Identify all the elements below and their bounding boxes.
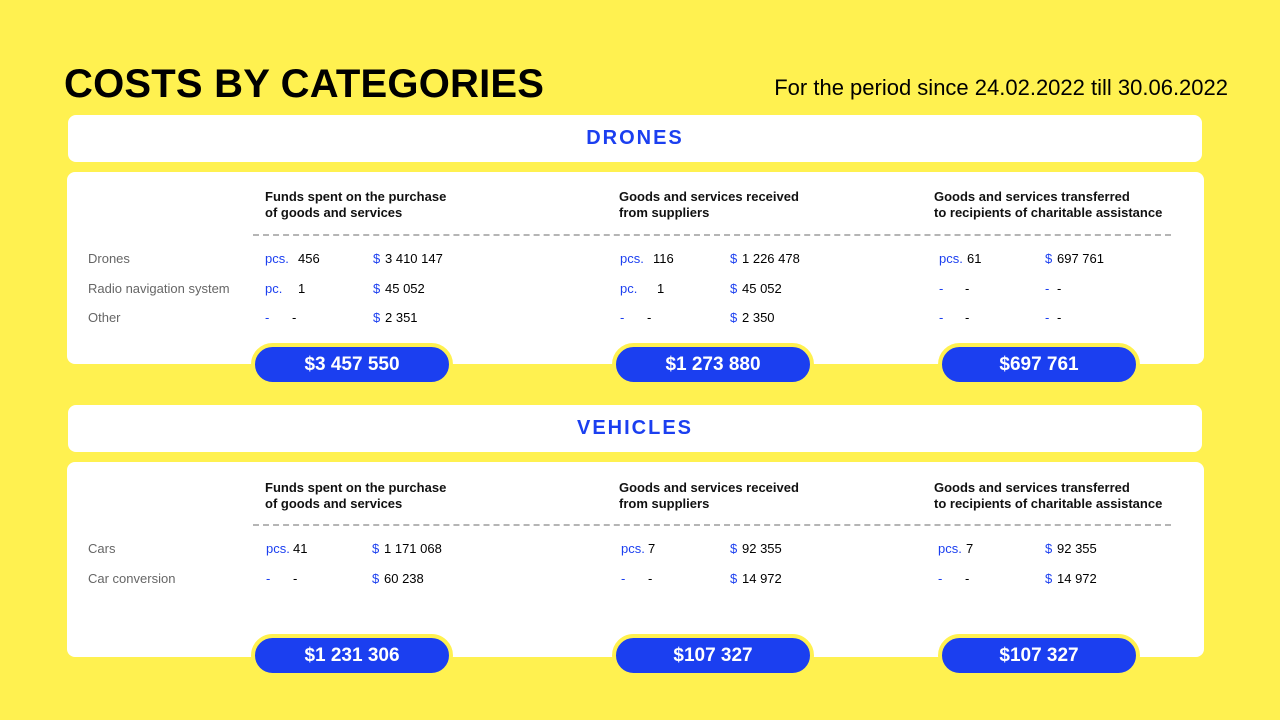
column-header-goods-received: Goods and services received from supplier… bbox=[619, 189, 799, 220]
quantity: - bbox=[965, 310, 970, 325]
total-badge-goods-transferred: $697 761 bbox=[938, 343, 1140, 386]
total-badge-goods-received: $1 273 880 bbox=[612, 343, 814, 386]
column-header-funds-spent: Funds spent on the purchase of goods and … bbox=[265, 480, 447, 511]
unit: pcs. bbox=[266, 541, 290, 556]
quantity: 1 bbox=[657, 281, 665, 296]
row-label-radio-navigation-system: Radio navigation system bbox=[88, 281, 230, 296]
amount: 1 226 478 bbox=[742, 251, 800, 266]
unit: pc. bbox=[265, 281, 283, 296]
row-label-drones: Drones bbox=[88, 251, 130, 266]
unit: - bbox=[939, 281, 944, 296]
currency: $ bbox=[1045, 571, 1053, 586]
unit: pc. bbox=[620, 281, 638, 296]
amount: - bbox=[1057, 281, 1062, 296]
currency: $ bbox=[1045, 541, 1053, 556]
currency: $ bbox=[372, 571, 380, 586]
unit: pcs. bbox=[938, 541, 962, 556]
quantity: 116 bbox=[653, 251, 674, 266]
currency: $ bbox=[373, 281, 381, 296]
unit: - bbox=[266, 571, 271, 586]
divider bbox=[253, 524, 1171, 526]
currency: $ bbox=[730, 310, 738, 325]
quantity: 456 bbox=[298, 251, 320, 266]
amount: 14 972 bbox=[742, 571, 782, 586]
currency: $ bbox=[373, 251, 381, 266]
amount: 92 355 bbox=[742, 541, 782, 556]
amount: 2 351 bbox=[385, 310, 418, 325]
amount: 3 410 147 bbox=[385, 251, 443, 266]
total-badge-funds-spent: $1 231 306 bbox=[251, 634, 453, 677]
unit: pcs. bbox=[939, 251, 963, 266]
quantity: - bbox=[647, 310, 652, 325]
quantity: 41 bbox=[293, 541, 308, 556]
row-label-other: Other bbox=[88, 310, 121, 325]
amount: - bbox=[1057, 310, 1062, 325]
column-header-funds-spent: Funds spent on the purchase of goods and … bbox=[265, 189, 447, 220]
total-badge-funds-spent: $3 457 550 bbox=[251, 343, 453, 386]
section-heading-vehicles: VEHICLES bbox=[68, 405, 1202, 452]
column-header-goods-transferred: Goods and services transferred to recipie… bbox=[934, 189, 1163, 220]
unit: - bbox=[620, 310, 625, 325]
currency: $ bbox=[730, 541, 738, 556]
currency: $ bbox=[1045, 251, 1053, 266]
amount: 14 972 bbox=[1057, 571, 1097, 586]
unit: pcs. bbox=[621, 541, 645, 556]
quantity: - bbox=[965, 571, 970, 586]
quantity: - bbox=[293, 571, 298, 586]
amount: 92 355 bbox=[1057, 541, 1097, 556]
unit: pcs. bbox=[265, 251, 289, 266]
column-header-goods-received: Goods and services received from supplier… bbox=[619, 480, 799, 511]
currency: $ bbox=[730, 251, 738, 266]
amount: 697 761 bbox=[1057, 251, 1104, 266]
vehicles-panel: Funds spent on the purchase of goods and … bbox=[67, 462, 1204, 657]
row-label-cars: Cars bbox=[88, 541, 116, 556]
amount: 45 052 bbox=[742, 281, 782, 296]
quantity: - bbox=[648, 571, 653, 586]
unit: - bbox=[939, 310, 944, 325]
currency: - bbox=[1045, 310, 1050, 325]
amount: 60 238 bbox=[384, 571, 424, 586]
unit: - bbox=[621, 571, 626, 586]
quantity: - bbox=[965, 281, 970, 296]
amount: 1 171 068 bbox=[384, 541, 442, 556]
unit: - bbox=[938, 571, 943, 586]
unit: pcs. bbox=[620, 251, 644, 266]
quantity: 61 bbox=[967, 251, 982, 266]
currency: - bbox=[1045, 281, 1050, 296]
divider bbox=[253, 234, 1171, 236]
amount: 2 350 bbox=[742, 310, 775, 325]
currency: $ bbox=[372, 541, 380, 556]
page-title: COSTS BY CATEGORIES bbox=[64, 62, 545, 106]
currency: $ bbox=[730, 281, 738, 296]
currency: $ bbox=[373, 310, 381, 325]
currency: $ bbox=[730, 571, 738, 586]
unit: - bbox=[265, 310, 270, 325]
quantity: 7 bbox=[966, 541, 974, 556]
section-heading-drones: DRONES bbox=[68, 115, 1202, 162]
total-badge-goods-transferred: $107 327 bbox=[938, 634, 1140, 677]
column-header-goods-transferred: Goods and services transferred to recipie… bbox=[934, 480, 1163, 511]
period-text: For the period since 24.02.2022 till 30.… bbox=[774, 75, 1228, 100]
row-label-car-conversion: Car conversion bbox=[88, 571, 176, 586]
drones-panel: Funds spent on the purchase of goods and … bbox=[67, 172, 1204, 364]
quantity: - bbox=[292, 310, 297, 325]
total-badge-goods-received: $107 327 bbox=[612, 634, 814, 677]
quantity: 7 bbox=[648, 541, 656, 556]
quantity: 1 bbox=[298, 281, 306, 296]
amount: 45 052 bbox=[385, 281, 425, 296]
